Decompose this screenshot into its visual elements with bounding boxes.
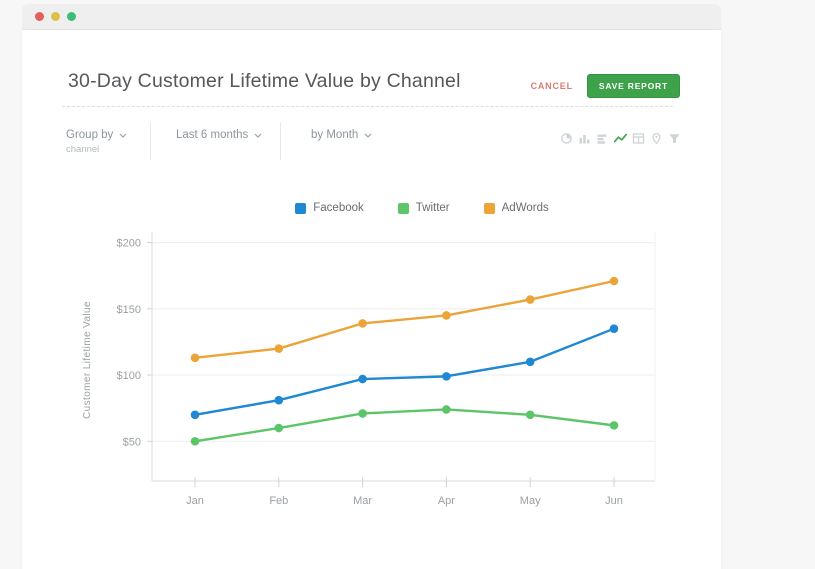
pin-icon[interactable] <box>650 132 663 145</box>
data-point-facebook[interactable] <box>274 395 284 405</box>
group-by-label: Group by <box>66 129 114 141</box>
minimize-window-icon[interactable] <box>51 12 60 21</box>
legend-item-adwords[interactable]: AdWords <box>483 202 549 214</box>
clv-chart-svg: $200 $150 $100 $50 Jan Feb Mar Apr May Jun Custome… <box>82 232 656 507</box>
table-icon[interactable] <box>632 132 645 145</box>
cancel-button[interactable]: CANCEL <box>530 81 573 91</box>
data-point-twitter[interactable] <box>442 405 451 414</box>
data-point-adwords[interactable] <box>442 311 451 320</box>
horizontal-bar-chart-icon[interactable] <box>596 132 609 145</box>
data-point-adwords[interactable] <box>274 344 284 353</box>
bar-chart-icon[interactable] <box>578 132 591 145</box>
series-line-facebook <box>193 327 616 416</box>
data-point-adwords[interactable] <box>190 353 200 363</box>
header-actions: CANCEL SAVE REPORT <box>531 74 680 98</box>
filter-bar: Group by channel Last 6 months <box>66 120 681 166</box>
data-point-twitter[interactable] <box>190 436 200 446</box>
chevron-down-icon <box>364 129 372 141</box>
x-tick-label: May <box>520 495 541 507</box>
data-point-facebook[interactable] <box>442 372 451 381</box>
group-by-dropdown[interactable]: Group by channel <box>66 120 150 155</box>
x-tick-label: Jan <box>186 495 204 507</box>
data-point-adwords[interactable] <box>525 295 535 304</box>
date-range-dropdown[interactable]: Last 6 months <box>151 120 280 141</box>
data-point-twitter[interactable] <box>525 410 535 420</box>
filter-divider <box>150 122 151 160</box>
line-chart-icon[interactable] <box>613 132 628 145</box>
data-point-twitter[interactable] <box>274 423 284 433</box>
browser-titlebar <box>22 4 721 30</box>
y-tick-label: $200 <box>117 238 141 250</box>
legend-swatch-facebook <box>295 202 307 214</box>
report-window: 30-Day Customer Lifetime Value by Channe… <box>22 30 721 569</box>
legend-label-facebook: Facebook <box>313 202 364 214</box>
data-point-adwords[interactable] <box>609 276 619 286</box>
legend-item-twitter[interactable]: Twitter <box>397 202 450 214</box>
page-title: 30-Day Customer Lifetime Value by Channe… <box>68 70 461 92</box>
data-point-facebook[interactable] <box>358 374 367 384</box>
data-point-adwords[interactable] <box>358 319 367 328</box>
filter-divider <box>280 122 281 160</box>
x-tick-label: Apr <box>438 495 455 507</box>
funnel-icon[interactable] <box>668 132 681 145</box>
data-point-facebook[interactable] <box>190 410 200 420</box>
data-point-twitter[interactable] <box>609 421 619 430</box>
legend-label-adwords: AdWords <box>501 202 549 214</box>
zoom-window-icon[interactable] <box>67 12 76 21</box>
close-window-icon[interactable] <box>35 12 44 21</box>
y-tick-label: $100 <box>117 370 141 382</box>
legend-label-twitter: Twitter <box>415 202 450 214</box>
y-axis-title: Customer Lifetime Value <box>82 301 93 419</box>
interval-value: by Month <box>311 129 359 141</box>
save-report-button[interactable]: SAVE REPORT <box>586 74 680 98</box>
pie-chart-icon[interactable] <box>560 132 573 145</box>
x-tick-label: Mar <box>353 495 372 507</box>
data-point-facebook[interactable] <box>609 324 619 333</box>
interval-dropdown[interactable]: by Month <box>281 120 391 141</box>
title-divider <box>62 106 673 107</box>
chevron-down-icon <box>254 129 262 141</box>
legend-swatch-adwords <box>483 202 495 214</box>
series-line-adwords <box>193 279 616 360</box>
legend-swatch-twitter <box>397 202 409 214</box>
group-by-value: channel <box>66 144 100 155</box>
data-point-facebook[interactable] <box>525 357 535 367</box>
series-line-twitter <box>193 408 616 443</box>
chart-legend: Facebook Twitter AdWords <box>152 202 692 214</box>
chevron-down-icon <box>119 129 127 141</box>
legend-item-facebook[interactable]: Facebook <box>295 202 364 214</box>
x-tick-label: Feb <box>269 495 288 507</box>
data-point-twitter[interactable] <box>358 409 367 418</box>
x-tick-label: Jun <box>605 495 623 507</box>
y-tick-label: $50 <box>123 436 141 448</box>
chart-type-switcher <box>560 120 681 145</box>
date-range-value: Last 6 months <box>176 129 249 141</box>
y-tick-label: $150 <box>117 304 141 316</box>
